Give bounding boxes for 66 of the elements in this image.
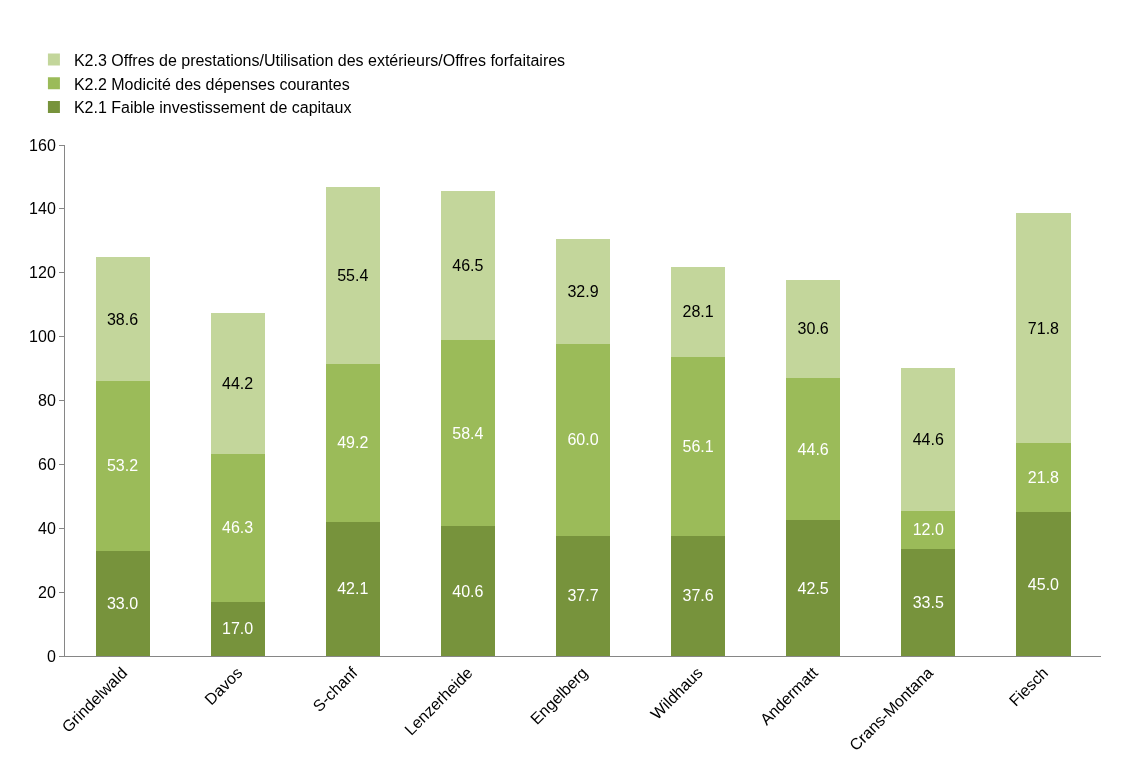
data-label: 30.6 (797, 320, 829, 338)
bar (786, 520, 841, 656)
bar (325, 364, 380, 522)
data-label: 46.3 (222, 519, 254, 537)
bar (440, 339, 495, 527)
legend-label: K2.1 Faible investissement de capitaux (73, 99, 352, 117)
data-label: 45.0 (1027, 575, 1060, 593)
bar (555, 238, 611, 344)
data-label: 60.0 (567, 431, 599, 449)
bar (210, 453, 265, 602)
data-label: 44.6 (912, 430, 944, 448)
data-label: 40.6 (452, 582, 484, 600)
y-tick-label: 20 (38, 583, 56, 601)
bar (440, 191, 495, 340)
data-label: 42.1 (337, 580, 369, 598)
data-label: 44.6 (797, 440, 829, 458)
data-label: 33.5 (912, 594, 944, 612)
bar (901, 549, 956, 656)
legend-label: K2.3 Offres de prestations/Utilisation des extérieurs/Offres forfaitaires (73, 51, 566, 69)
data-label: 42.5 (797, 579, 829, 597)
bar (325, 521, 380, 656)
y-tick-label: 100 (29, 328, 56, 346)
data-label: 28.1 (682, 303, 714, 321)
y-tick-label: 40 (38, 519, 56, 537)
bar (671, 267, 726, 357)
data-label: 49.2 (337, 434, 369, 452)
data-label: 58.4 (452, 424, 484, 442)
bar (325, 187, 380, 365)
bar (95, 257, 150, 381)
data-label: 46.5 (452, 257, 484, 275)
data-label: 37.7 (567, 587, 599, 605)
data-label: 32.9 (567, 282, 599, 300)
bar (786, 377, 841, 521)
bar (671, 535, 726, 656)
bar (95, 550, 150, 656)
bar (210, 601, 265, 656)
bar (901, 510, 956, 550)
data-label: 53.2 (106, 457, 139, 475)
bar (210, 312, 265, 454)
data-label: 55.4 (337, 267, 369, 285)
bar (555, 343, 611, 536)
bar (1016, 213, 1071, 443)
y-tick-label: 140 (29, 200, 56, 218)
y-tick-label: 0 (46, 647, 56, 665)
data-label: 33.0 (106, 594, 139, 612)
y-tick-label: 120 (29, 264, 56, 282)
data-label: 71.8 (1027, 319, 1060, 337)
y-tick-label: 160 (29, 136, 56, 154)
bar (671, 356, 726, 536)
data-label: 44.2 (222, 374, 254, 392)
bar (1016, 442, 1071, 513)
y-tick-label: 80 (38, 392, 56, 410)
y-tick-label: 60 (38, 455, 56, 473)
legend-label: K2.2 Modicité des dépenses courantes (73, 75, 350, 93)
bar (440, 526, 495, 656)
bar (555, 535, 611, 656)
data-label: 37.6 (682, 587, 714, 605)
data-label: 12.0 (912, 521, 944, 539)
data-label: 56.1 (682, 437, 714, 455)
data-label: 21.8 (1027, 468, 1060, 486)
data-label: 38.6 (106, 310, 139, 328)
bar (786, 280, 841, 378)
bar (1016, 512, 1071, 656)
bar (95, 380, 150, 551)
data-label: 17.0 (222, 620, 254, 638)
bar (901, 368, 956, 511)
